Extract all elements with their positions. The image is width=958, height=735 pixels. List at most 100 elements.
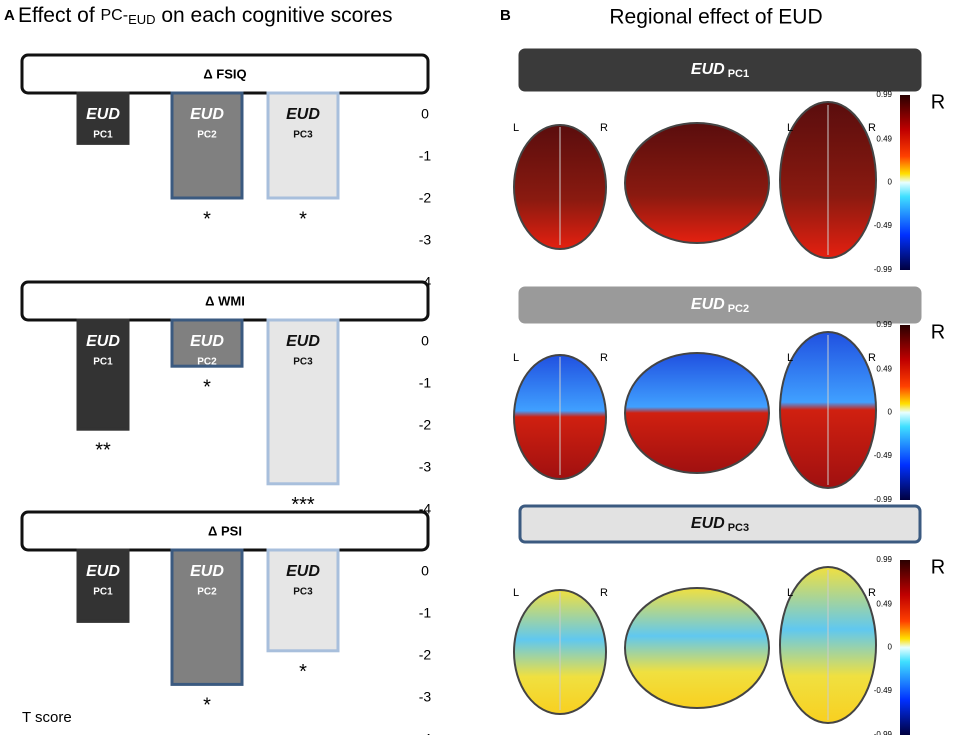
- row-title-name: EUD: [691, 61, 725, 78]
- colorbar-tick-label: -0.49: [874, 221, 893, 230]
- bar: [170, 318, 244, 368]
- colorbar-label: R: [931, 91, 945, 113]
- orientation-label: L: [787, 587, 793, 599]
- chart-title: Δ PSI: [208, 523, 242, 538]
- orientation-label: L: [513, 587, 519, 599]
- x-category-label: PC1: [93, 587, 113, 598]
- x-category-label: PC2: [197, 357, 217, 368]
- colorbar-tick-label: 0.49: [876, 364, 892, 373]
- y-tick-label: 0: [421, 333, 429, 349]
- chart-title: Δ FSIQ: [203, 66, 246, 81]
- bar: [76, 91, 130, 145]
- y-tick-label: -2: [419, 190, 432, 206]
- y-tick-label: 0: [421, 106, 429, 122]
- colorbar-tick-label: -0.49: [874, 686, 893, 695]
- colorbar-label: R: [931, 321, 945, 343]
- bar-label: EUD: [286, 333, 320, 350]
- row-title: EUD PC1: [691, 61, 749, 80]
- orientation-label: R: [600, 352, 608, 364]
- orientation-label: L: [787, 122, 793, 134]
- colorbar-tick-label: 0: [888, 178, 893, 187]
- colorbar-tick-label: 0: [888, 643, 893, 652]
- y-tick-label: 0: [421, 563, 429, 579]
- bar: [76, 548, 130, 623]
- y-tick-label: -1: [419, 605, 432, 621]
- orientation-label: R: [868, 587, 876, 599]
- row-header: [518, 286, 922, 324]
- significance: *: [203, 208, 211, 230]
- colorbar-tick-label: 0.49: [876, 134, 892, 143]
- bar-label: EUD: [86, 106, 120, 123]
- x-category-label: PC3: [293, 130, 313, 141]
- x-category-label: PC2: [197, 587, 217, 598]
- row-title-sub: PC1: [728, 68, 749, 80]
- bar: [266, 91, 340, 200]
- x-category-label: PC3: [293, 357, 313, 368]
- panel-label: A: [4, 7, 15, 24]
- colorbar-tick-label: 0.49: [876, 599, 892, 608]
- orientation-label: L: [513, 352, 519, 364]
- bar-label: EUD: [286, 106, 320, 123]
- significance: *: [203, 695, 211, 717]
- significance: *: [299, 661, 307, 683]
- row-title-sub: PC2: [728, 303, 749, 315]
- row-title-sub: PC3: [728, 522, 749, 534]
- brain-sagittal: [624, 352, 770, 474]
- bar-label: EUD: [190, 106, 224, 123]
- colorbar: [900, 560, 910, 735]
- y-tick-label: -3: [419, 232, 432, 248]
- orientation-label: R: [868, 352, 876, 364]
- bar-label: EUD: [190, 333, 224, 350]
- bar: [170, 91, 244, 200]
- orientation-label: L: [513, 122, 519, 134]
- colorbar-tick-label: 0: [888, 408, 893, 417]
- y-tick-label: -1: [419, 148, 432, 164]
- bar: [76, 318, 130, 431]
- bar-label: EUD: [86, 563, 120, 580]
- x-category-label: PC2: [197, 130, 217, 141]
- bar: [266, 548, 340, 653]
- orientation-label: R: [600, 122, 608, 134]
- row-header: [518, 504, 922, 544]
- bar: [266, 318, 340, 486]
- row-title: EUD PC2: [691, 296, 749, 315]
- colorbar-label: R: [931, 556, 945, 578]
- row-header: [518, 48, 922, 92]
- x-category-label: PC1: [93, 130, 113, 141]
- colorbar-tick-label: 0.99: [876, 90, 892, 99]
- significance: *: [299, 208, 307, 230]
- bar-label: EUD: [86, 333, 120, 350]
- panel-title: Effect of PC-EUD on each cognitive score…: [18, 4, 392, 28]
- bar-label: EUD: [190, 563, 224, 580]
- y-tick-label: -3: [419, 459, 432, 475]
- colorbar: [900, 325, 910, 500]
- chart-title: Δ WMI: [205, 293, 245, 308]
- y-tick-label: -2: [419, 417, 432, 433]
- brain-sagittal: [624, 122, 770, 244]
- colorbar-tick-label: -0.49: [874, 451, 893, 460]
- orientation-label: R: [600, 587, 608, 599]
- colorbar-tick-label: -0.99: [874, 265, 893, 274]
- y-tick-label: -1: [419, 375, 432, 391]
- x-category-label: PC1: [93, 357, 113, 368]
- panel-label: B: [500, 7, 511, 24]
- significance: **: [95, 439, 111, 461]
- bar: [170, 548, 244, 686]
- bar-label: EUD: [286, 563, 320, 580]
- colorbar-tick-label: -0.99: [874, 730, 893, 735]
- colorbar: [900, 95, 910, 270]
- row-title: EUD PC3: [691, 515, 749, 534]
- y-tick-label: -3: [419, 689, 432, 705]
- x-category-label: PC3: [293, 587, 313, 598]
- row-title-name: EUD: [691, 296, 725, 313]
- orientation-label: L: [787, 352, 793, 364]
- colorbar-tick-label: 0.99: [876, 555, 892, 564]
- colorbar-tick-label: 0.99: [876, 320, 892, 329]
- row-title-name: EUD: [691, 515, 725, 532]
- significance: *: [203, 376, 211, 398]
- colorbar-tick-label: -0.99: [874, 495, 893, 504]
- y-axis-label: T score: [22, 709, 72, 726]
- y-tick-label: -4: [419, 731, 432, 735]
- orientation-label: R: [868, 122, 876, 134]
